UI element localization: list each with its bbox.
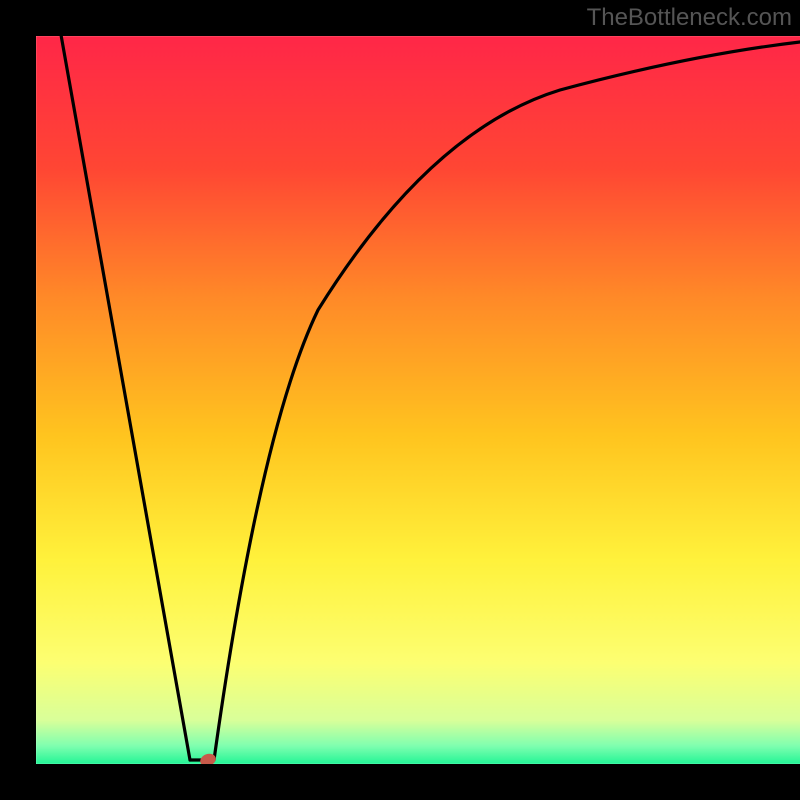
bottleneck-chart: TheBottleneck.com [0,0,800,800]
gradient-background [0,0,800,800]
watermark-text: TheBottleneck.com [587,4,792,32]
